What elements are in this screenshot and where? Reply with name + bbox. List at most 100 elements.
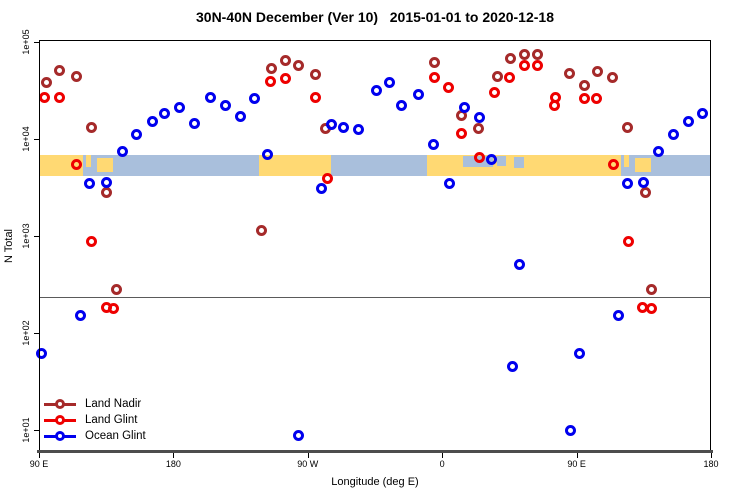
point-ocean-glint <box>653 145 665 157</box>
point-ocean-glint <box>638 176 650 188</box>
point-ocean-glint <box>396 100 408 112</box>
point-land-nadir <box>70 71 82 83</box>
point-land-nadir <box>532 48 544 60</box>
point-land-glint <box>54 92 66 104</box>
x-tick-mark <box>442 453 444 458</box>
point-ocean-glint <box>353 124 365 136</box>
point-ocean-glint <box>621 177 633 189</box>
y-tick-label: 1e+05 <box>21 29 31 55</box>
y-tick-label: 1e+03 <box>21 223 31 249</box>
point-ocean-glint <box>84 177 96 189</box>
plot-area-border <box>39 40 711 452</box>
point-land-glint <box>429 72 441 84</box>
point-land-nadir <box>111 284 123 296</box>
inland-sea-patch <box>513 157 525 169</box>
point-land-nadir <box>491 71 503 83</box>
x-tick-mark <box>576 453 578 458</box>
point-ocean-glint <box>565 425 577 437</box>
legend-item-label: Land Glint <box>85 414 138 426</box>
y-tick-label: 1e+01 <box>21 417 31 443</box>
point-ocean-glint <box>117 145 129 157</box>
point-ocean-glint <box>696 107 708 119</box>
point-land-nadir <box>54 64 66 76</box>
point-land-nadir <box>266 63 278 75</box>
point-ocean-glint <box>338 122 350 134</box>
point-land-glint <box>70 159 82 171</box>
legend-item-label: Ocean Glint <box>85 430 146 442</box>
point-ocean-glint <box>514 258 526 270</box>
point-land-nadir <box>505 52 517 64</box>
inland-sea-patch <box>497 156 507 167</box>
legend: Land Nadir Land Glint Ocean Glint <box>44 396 146 444</box>
x-tick-mark <box>39 453 40 458</box>
point-ocean-glint <box>683 115 695 127</box>
y-axis-title: N Total <box>3 228 15 264</box>
land-segment <box>97 158 113 173</box>
point-ocean-glint <box>370 84 382 96</box>
point-land-glint <box>518 60 530 72</box>
x-tick-label: 90 E <box>29 459 49 469</box>
land-segment <box>634 158 651 173</box>
point-land-glint <box>264 76 276 88</box>
point-ocean-glint <box>261 148 273 160</box>
x-tick-label: 180 <box>703 459 719 469</box>
point-land-nadir <box>592 65 603 77</box>
point-land-glint <box>309 91 321 103</box>
point-land-nadir <box>639 187 651 199</box>
point-ocean-glint <box>220 100 232 112</box>
point-land-nadir <box>645 284 657 296</box>
point-land-glint <box>279 73 291 85</box>
point-land-glint <box>442 81 454 93</box>
x-tick-label: 180 <box>165 459 181 469</box>
x-tick-label: 0 <box>439 459 445 469</box>
point-land-nadir <box>85 122 97 134</box>
y-tick-label: 1e+04 <box>21 126 31 152</box>
x-axis-line <box>37 450 713 453</box>
point-land-nadir <box>279 54 291 66</box>
point-land-nadir <box>293 60 305 72</box>
point-ocean-glint <box>444 177 456 189</box>
point-land-glint <box>488 87 500 99</box>
point-land-nadir <box>563 68 575 80</box>
point-ocean-glint <box>315 182 327 194</box>
point-ocean-glint <box>293 430 305 442</box>
land-segment <box>258 155 331 176</box>
y-tick-mark <box>34 236 39 237</box>
point-ocean-glint <box>100 176 112 188</box>
x-tick-label: 90 E <box>567 459 586 469</box>
point-land-nadir <box>606 72 618 84</box>
point-land-glint <box>550 91 562 103</box>
point-land-nadir <box>256 224 267 236</box>
point-ocean-glint <box>130 129 142 141</box>
point-ocean-glint <box>427 139 439 151</box>
point-ocean-glint <box>158 107 170 119</box>
point-land-glint <box>578 93 590 105</box>
point-land-nadir <box>40 77 52 89</box>
y-tick-mark <box>34 333 39 334</box>
point-ocean-glint <box>574 348 586 360</box>
land-segment <box>623 155 629 168</box>
legend-symbol <box>44 398 76 410</box>
point-ocean-glint <box>248 93 260 105</box>
point-ocean-glint <box>205 91 217 103</box>
y-tick-mark <box>34 430 39 431</box>
point-ocean-glint <box>485 153 497 165</box>
point-land-glint <box>532 60 544 72</box>
point-land-glint <box>608 159 620 171</box>
legend-item: Land Nadir <box>44 396 146 412</box>
y-tick-mark <box>34 139 39 140</box>
point-land-glint <box>590 93 602 105</box>
point-land-nadir <box>429 57 441 69</box>
world-map-latitude-band <box>39 155 711 176</box>
point-ocean-glint <box>146 115 158 127</box>
point-ocean-glint <box>474 112 486 124</box>
point-ocean-glint <box>36 348 48 360</box>
legend-symbol <box>44 430 76 442</box>
point-land-glint <box>39 92 51 104</box>
point-land-glint <box>474 151 486 163</box>
x-tick-mark <box>307 453 309 458</box>
point-ocean-glint <box>506 361 518 373</box>
point-land-glint <box>645 302 657 314</box>
y-tick-label: 1e+02 <box>21 320 31 346</box>
